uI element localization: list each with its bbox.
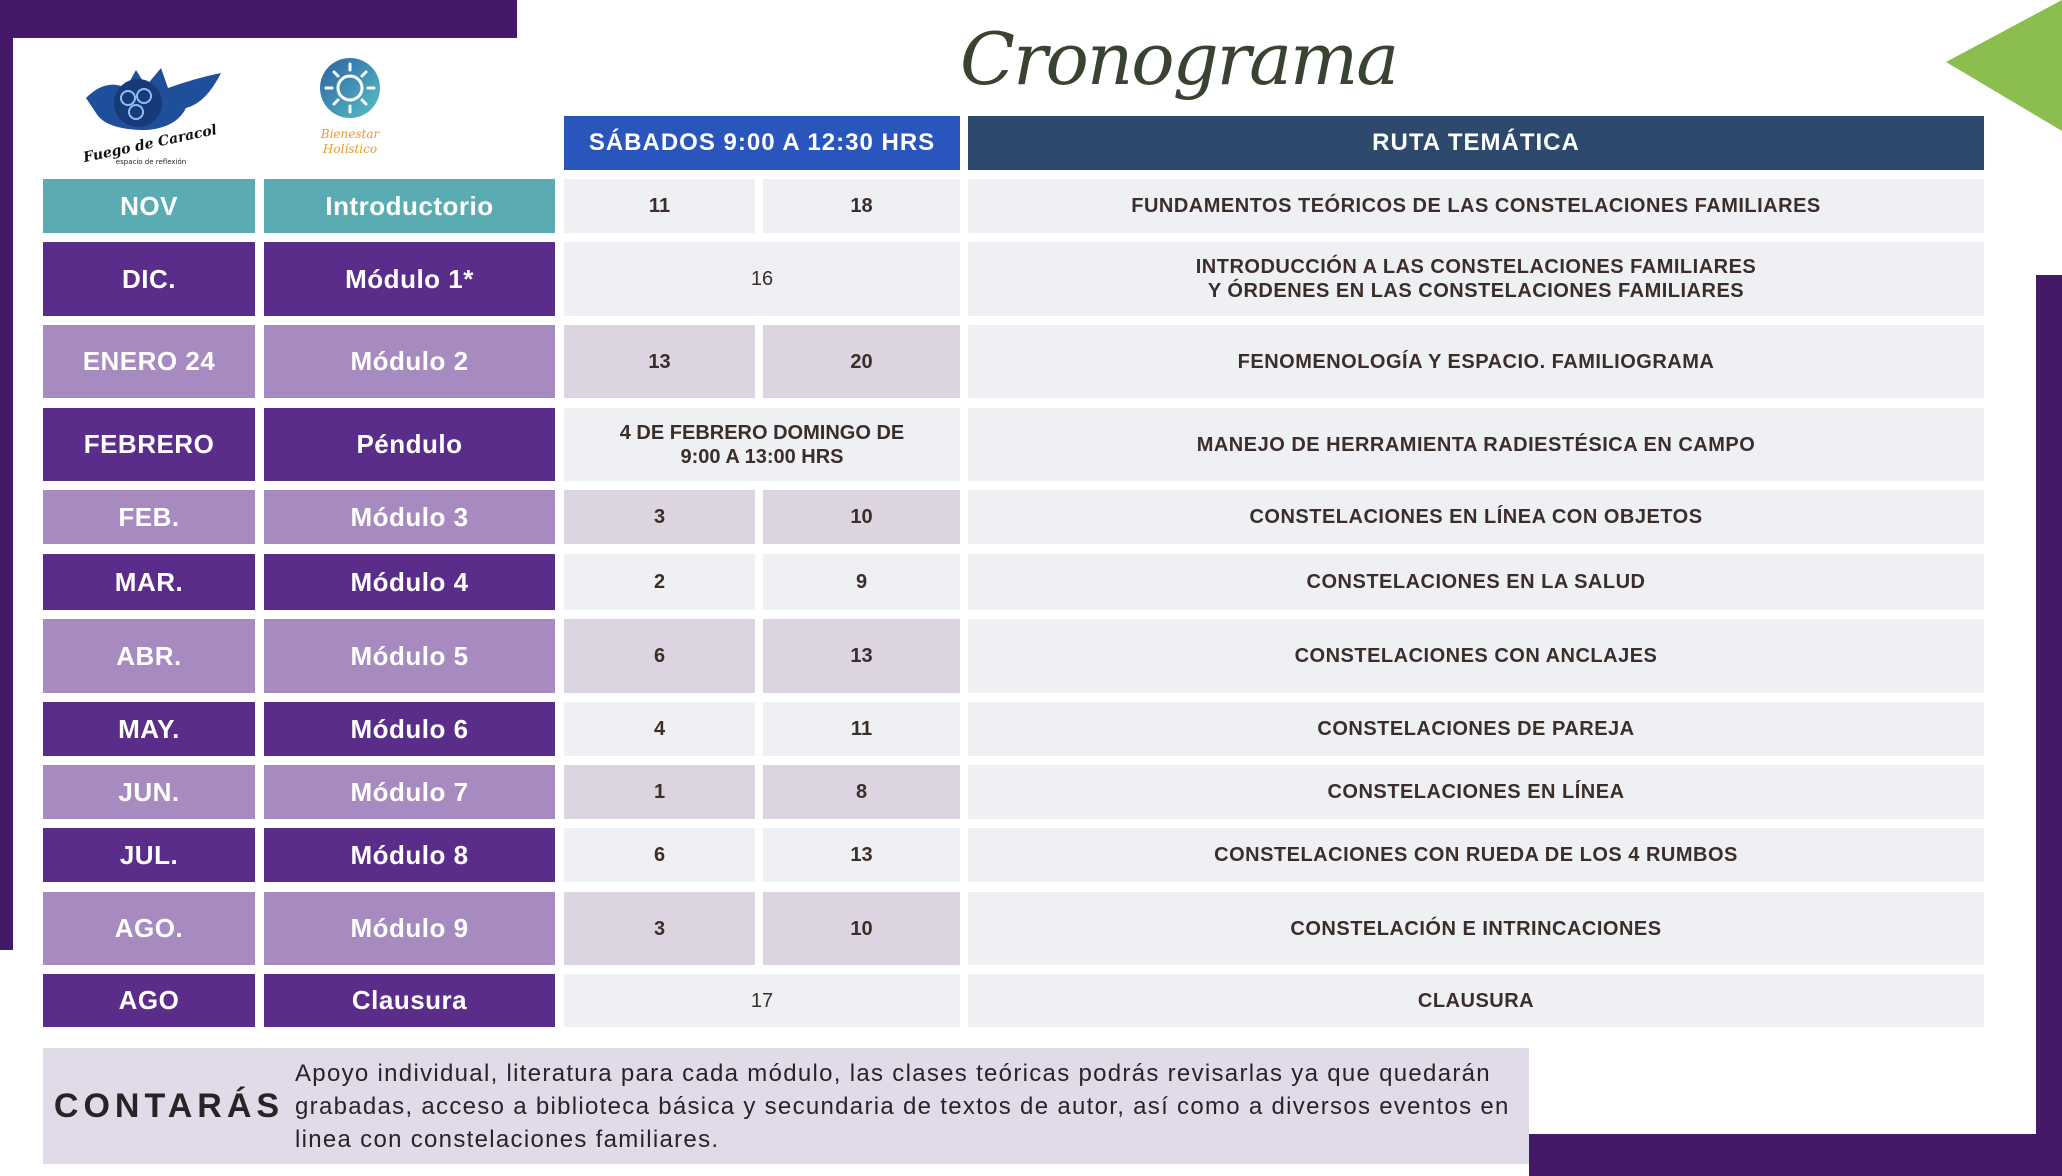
date-cell: 17 — [564, 974, 960, 1027]
topic-cell: FUNDAMENTOS TEÓRICOS DE LAS CONSTELACION… — [968, 179, 1984, 233]
date-cell: 11 — [763, 702, 960, 756]
route-header: RUTA TEMÁTICA — [968, 116, 1984, 170]
module-cell: Módulo 3 — [264, 490, 555, 544]
module-cell: Péndulo — [264, 408, 555, 481]
module-cell: Módulo 1* — [264, 242, 555, 316]
module-cell: Módulo 6 — [264, 702, 555, 756]
topic-cell: CONSTELACIONES DE PAREJA — [968, 702, 1984, 756]
month-cell: MAY. — [43, 702, 255, 756]
topic-cell: CLAUSURA — [968, 974, 1984, 1027]
benefits-box: CONTARÁS Apoyo individual, literatura pa… — [43, 1048, 1529, 1164]
date-cell: 3 — [564, 892, 755, 965]
frame-bar-top — [0, 0, 517, 38]
topic-cell: CONSTELACIONES EN LÍNEA — [968, 765, 1984, 819]
month-cell: ABR. — [43, 619, 255, 693]
date-cell: 6 — [564, 828, 755, 882]
topic-cell: FENOMENOLOGÍA Y ESPACIO. FAMILIOGRAMA — [968, 325, 1984, 398]
schedule-header: SÁBADOS 9:00 A 12:30 HRS — [564, 116, 960, 170]
date-cell: 18 — [763, 179, 960, 233]
topic-cell: CONSTELACIONES EN LÍNEA CON OBJETOS — [968, 490, 1984, 544]
date-cell: 4 — [564, 702, 755, 756]
green-triangle-decoration — [1946, 0, 2062, 131]
module-cell: Introductorio — [264, 179, 555, 233]
month-cell: DIC. — [43, 242, 255, 316]
date-cell: 20 — [763, 325, 960, 398]
date-cell: 9 — [763, 554, 960, 610]
module-cell: Módulo 9 — [264, 892, 555, 965]
date-cell: 2 — [564, 554, 755, 610]
month-cell: AGO — [43, 974, 255, 1027]
month-cell: FEBRERO — [43, 408, 255, 481]
date-cell: 6 — [564, 619, 755, 693]
month-cell: AGO. — [43, 892, 255, 965]
date-cell: 4 DE FEBRERO DOMINGO DE 9:00 A 13:00 HRS — [564, 408, 960, 481]
module-cell: Módulo 2 — [264, 325, 555, 398]
module-cell: Módulo 8 — [264, 828, 555, 882]
module-cell: Módulo 4 — [264, 554, 555, 610]
topic-cell: CONSTELACIÓN E INTRINCACIONES — [968, 892, 1984, 965]
benefits-label: CONTARÁS — [53, 1086, 285, 1125]
date-cell: 16 — [564, 242, 960, 316]
bienestar-holistico-logo: Bienestar Holístico — [320, 58, 381, 156]
month-cell: MAR. — [43, 554, 255, 610]
module-cell: Módulo 5 — [264, 619, 555, 693]
fuego-de-caracol-logo: Fuego de Caracol espacio de reflexión — [81, 68, 221, 166]
benefits-text: Apoyo individual, literatura para cada m… — [295, 1059, 1510, 1153]
topic-cell: CONSTELACIONES CON ANCLAJES — [968, 619, 1984, 693]
month-cell: FEB. — [43, 490, 255, 544]
topic-cell: MANEJO DE HERRAMIENTA RADIESTÉSICA EN CA… — [968, 408, 1984, 481]
module-cell: Clausura — [264, 974, 555, 1027]
page-title: Cronograma — [960, 17, 1399, 101]
date-cell: 13 — [763, 619, 960, 693]
topic-cell: CONSTELACIONES CON RUEDA DE LOS 4 RUMBOS — [968, 828, 1984, 882]
topic-cell: CONSTELACIONES EN LA SALUD — [968, 554, 1984, 610]
month-cell: JUL. — [43, 828, 255, 882]
month-cell: ENERO 24 — [43, 325, 255, 398]
date-cell: 10 — [763, 892, 960, 965]
svg-text:espacio de reflexión: espacio de reflexión — [116, 158, 186, 166]
date-cell: 11 — [564, 179, 755, 233]
module-cell: Módulo 7 — [264, 765, 555, 819]
date-cell: 13 — [763, 828, 960, 882]
date-cell: 3 — [564, 490, 755, 544]
frame-strip-left — [0, 0, 13, 950]
month-cell: JUN. — [43, 765, 255, 819]
month-cell: NOV — [43, 179, 255, 233]
frame-strip-right — [2036, 275, 2062, 1176]
date-cell: 10 — [763, 490, 960, 544]
date-cell: 1 — [564, 765, 755, 819]
svg-text:Holístico: Holístico — [322, 142, 377, 156]
svg-text:Bienestar: Bienestar — [320, 127, 381, 141]
date-cell: 8 — [763, 765, 960, 819]
topic-cell: INTRODUCCIÓN A LAS CONSTELACIONES FAMILI… — [968, 242, 1984, 316]
frame-bar-bottom — [1529, 1134, 2062, 1176]
date-cell: 13 — [564, 325, 755, 398]
